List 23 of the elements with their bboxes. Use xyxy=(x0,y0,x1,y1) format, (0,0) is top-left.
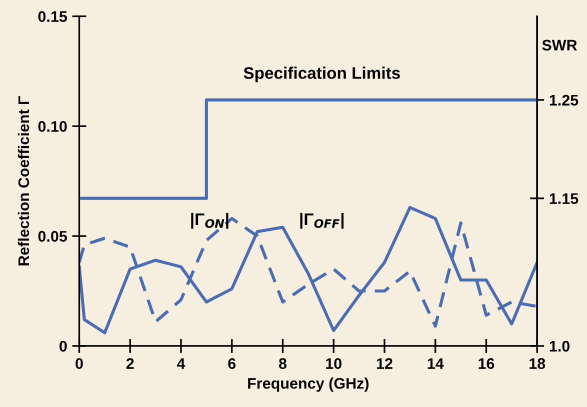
x-tick-label: 4 xyxy=(176,358,186,369)
x-tick-label: 18 xyxy=(530,358,546,369)
x-tick-label: 14 xyxy=(428,358,444,369)
y-tick-label: 0.10 xyxy=(38,121,67,132)
annotation: |Γ$_{ON}$| xyxy=(191,212,228,229)
x-tick-label: 8 xyxy=(278,358,287,369)
y-tick-label: 0.05 xyxy=(38,230,68,242)
x-tick-label: 16 xyxy=(478,358,494,369)
x-tick-label: 2 xyxy=(126,358,134,369)
x-tick-label: 12 xyxy=(376,358,392,369)
y2-axis-title: SWR xyxy=(542,40,578,51)
y-axis-title: Reflection Coefficient Γ xyxy=(18,96,30,266)
x-tick-label: 0 xyxy=(76,358,83,369)
x-tick-label: 6 xyxy=(228,358,236,369)
annotation: |Γ$_{OFF}$| xyxy=(300,212,344,229)
x-tick-label: 10 xyxy=(326,358,342,369)
annotation: Specification Limits xyxy=(244,66,400,82)
y-tick-label: 0 xyxy=(60,340,67,352)
x-axis-title: Frequency (GHz) xyxy=(248,378,369,392)
y2-tick-label: 1.0 xyxy=(550,340,570,352)
y-tick-label: 0.15 xyxy=(38,11,68,22)
y2-tick-label: 1.25 xyxy=(550,94,578,106)
y2-tick-label: 1.15 xyxy=(550,193,578,204)
